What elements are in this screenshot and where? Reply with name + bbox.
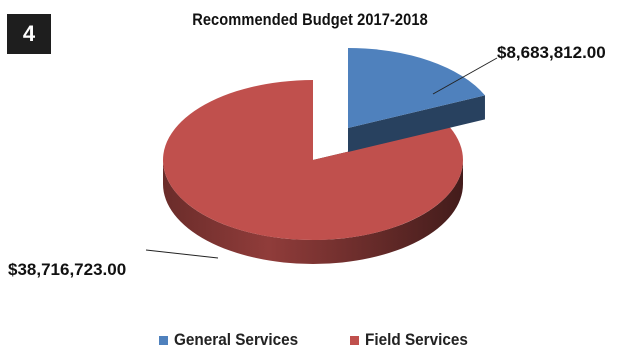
leader-line-field-services (145, 249, 219, 259)
legend-item-general-services: General Services (159, 330, 312, 350)
legend-label-general-services: General Services (174, 330, 299, 349)
legend-swatch-field-services (350, 335, 360, 345)
chart-legend: General Services Field Services (0, 330, 639, 350)
leader-line-general-services (432, 57, 498, 95)
section-number-badge: 4 (7, 14, 51, 54)
pie-top-general-services (348, 48, 485, 128)
data-label-general-services: $8,683,812.00 (497, 43, 606, 62)
legend-item-field-services: Field Services (350, 330, 479, 350)
pie-top-field-services (162, 80, 463, 240)
chart-title: Recommended Budget 2017-2018 (192, 10, 428, 29)
data-label-field-services: $38,716,723.00 (8, 260, 126, 279)
pie-slice-general-services (348, 48, 485, 152)
pie-side-field-services (163, 160, 463, 264)
legend-swatch-general-services (159, 335, 169, 345)
pie-slice-field-services (162, 80, 463, 264)
legend-label-field-services: Field Services (365, 330, 469, 349)
pie-cut-face-general-services (348, 95, 485, 152)
